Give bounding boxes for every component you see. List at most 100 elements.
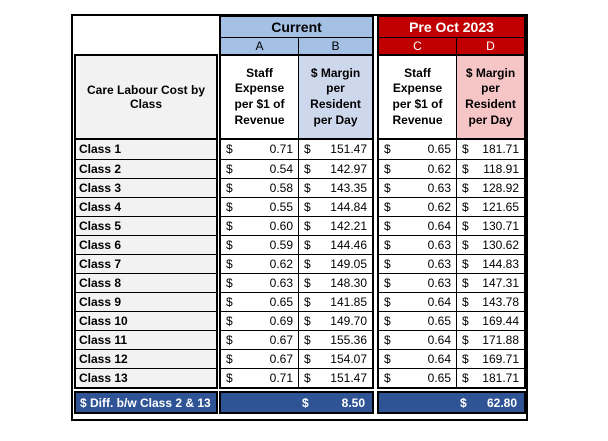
value-number: 0.55 bbox=[269, 199, 293, 214]
value-number: 0.69 bbox=[269, 313, 293, 328]
value-number: 0.62 bbox=[427, 161, 451, 176]
currency-symbol: $ bbox=[226, 161, 233, 176]
currency-symbol: $ bbox=[384, 218, 391, 233]
currency-symbol: $ bbox=[462, 161, 469, 176]
value-number: 130.71 bbox=[482, 218, 519, 233]
current-group-block: Current A B Staff Expense per $1 of Reve… bbox=[219, 15, 374, 389]
currency-symbol: $ bbox=[384, 142, 391, 157]
column-header-margin-current: $ Margin per Resident per Day bbox=[298, 56, 372, 140]
row-label: Class 1 bbox=[76, 140, 216, 159]
currency-symbol: $ bbox=[304, 142, 311, 157]
currency-symbol: $ bbox=[304, 199, 311, 214]
value-cell: $149.70 bbox=[298, 311, 372, 330]
row-label: Class 2 bbox=[76, 159, 216, 178]
value-number: 0.63 bbox=[427, 237, 451, 252]
value-cell: $144.84 bbox=[298, 197, 372, 216]
value-number: 171.88 bbox=[482, 332, 519, 347]
column-letter-a: A bbox=[221, 38, 298, 56]
row-label: Class 6 bbox=[76, 235, 216, 254]
currency-symbol: $ bbox=[462, 199, 469, 214]
currency-symbol: $ bbox=[462, 351, 469, 366]
currency-symbol: $ bbox=[226, 199, 233, 214]
row-label: Class 9 bbox=[76, 292, 216, 311]
value-cell: $0.64 bbox=[379, 330, 456, 349]
value-number: 143.35 bbox=[330, 180, 367, 195]
value-number: 0.71 bbox=[269, 142, 293, 157]
value-number: 0.59 bbox=[269, 237, 293, 252]
value-number: 149.05 bbox=[330, 256, 367, 271]
value-cell: $149.05 bbox=[298, 254, 372, 273]
currency-symbol: $ bbox=[384, 275, 391, 290]
value-number: 0.65 bbox=[269, 294, 293, 309]
currency-symbol: $ bbox=[462, 294, 469, 309]
currency-symbol: $ bbox=[384, 199, 391, 214]
footer-diff-current-value: 8.50 bbox=[341, 395, 365, 410]
currency-symbol: $ bbox=[384, 294, 391, 309]
pre-oct-2023-group-header: Pre Oct 2023 bbox=[379, 17, 524, 38]
value-number: 118.91 bbox=[483, 161, 519, 176]
currency-symbol: $ bbox=[304, 332, 311, 347]
row-label: Class 12 bbox=[76, 349, 216, 368]
value-number: 0.58 bbox=[269, 180, 293, 195]
currency-symbol: $ bbox=[462, 332, 469, 347]
value-cell: $0.63 bbox=[379, 273, 456, 292]
value-cell: $151.47 bbox=[298, 368, 372, 387]
row-label: Class 4 bbox=[76, 197, 216, 216]
currency-symbol: $ bbox=[226, 237, 233, 252]
value-number: 169.44 bbox=[482, 313, 519, 328]
currency-symbol: $ bbox=[462, 237, 469, 252]
value-cell: $0.54 bbox=[221, 159, 298, 178]
currency-symbol: $ bbox=[304, 370, 311, 385]
currency-symbol: $ bbox=[460, 395, 467, 410]
currency-symbol: $ bbox=[304, 218, 311, 233]
value-number: 143.78 bbox=[482, 294, 519, 309]
value-number: 0.65 bbox=[427, 313, 451, 328]
currency-symbol: $ bbox=[384, 332, 391, 347]
pre-oct-2023-group-block: Pre Oct 2023 C D Staff Expense per $1 of… bbox=[377, 15, 526, 389]
value-number: 181.71 bbox=[482, 142, 519, 157]
value-cell: $0.63 bbox=[379, 178, 456, 197]
value-cell: $0.67 bbox=[221, 330, 298, 349]
value-number: 0.64 bbox=[427, 294, 451, 309]
value-number: 0.67 bbox=[269, 332, 293, 347]
value-number: 142.21 bbox=[330, 218, 367, 233]
currency-symbol: $ bbox=[384, 256, 391, 271]
column-header-staff-expense-current: Staff Expense per $1 of Revenue bbox=[221, 56, 298, 140]
currency-symbol: $ bbox=[226, 142, 233, 157]
currency-symbol: $ bbox=[304, 256, 311, 271]
value-cell: $142.97 bbox=[298, 159, 372, 178]
row-label: Class 5 bbox=[76, 216, 216, 235]
row-labels-block: Care Labour Cost by Class Class 1 Class 2… bbox=[74, 54, 218, 389]
value-cell: $128.92 bbox=[456, 178, 524, 197]
value-number: 142.97 bbox=[330, 161, 367, 176]
value-number: 0.60 bbox=[269, 218, 293, 233]
value-cell: $0.65 bbox=[221, 292, 298, 311]
value-cell: $142.21 bbox=[298, 216, 372, 235]
currency-symbol: $ bbox=[226, 275, 233, 290]
currency-symbol: $ bbox=[384, 351, 391, 366]
value-cell: $169.44 bbox=[456, 311, 524, 330]
value-number: 144.84 bbox=[330, 199, 367, 214]
value-number: 155.36 bbox=[330, 332, 367, 347]
value-number: 144.83 bbox=[482, 256, 519, 271]
value-number: 181.71 bbox=[482, 370, 519, 385]
value-cell: $171.88 bbox=[456, 330, 524, 349]
footer-diff-pre-value-cell: $ 62.80 bbox=[456, 396, 524, 410]
currency-symbol: $ bbox=[226, 256, 233, 271]
currency-symbol: $ bbox=[302, 395, 309, 410]
currency-symbol: $ bbox=[462, 180, 469, 195]
currency-symbol: $ bbox=[462, 218, 469, 233]
currency-symbol: $ bbox=[384, 180, 391, 195]
value-number: 0.65 bbox=[427, 142, 451, 157]
value-cell: $0.65 bbox=[379, 368, 456, 387]
currency-symbol: $ bbox=[384, 161, 391, 176]
value-cell: $144.46 bbox=[298, 235, 372, 254]
row-label: Class 3 bbox=[76, 178, 216, 197]
value-number: 148.30 bbox=[330, 275, 367, 290]
value-cell: $0.64 bbox=[379, 292, 456, 311]
column-header-staff-expense-pre: Staff Expense per $1 of Revenue bbox=[379, 56, 456, 140]
value-number: 151.47 bbox=[330, 370, 367, 385]
value-cell: $0.69 bbox=[221, 311, 298, 330]
currency-symbol: $ bbox=[226, 294, 233, 309]
value-cell: $144.83 bbox=[456, 254, 524, 273]
